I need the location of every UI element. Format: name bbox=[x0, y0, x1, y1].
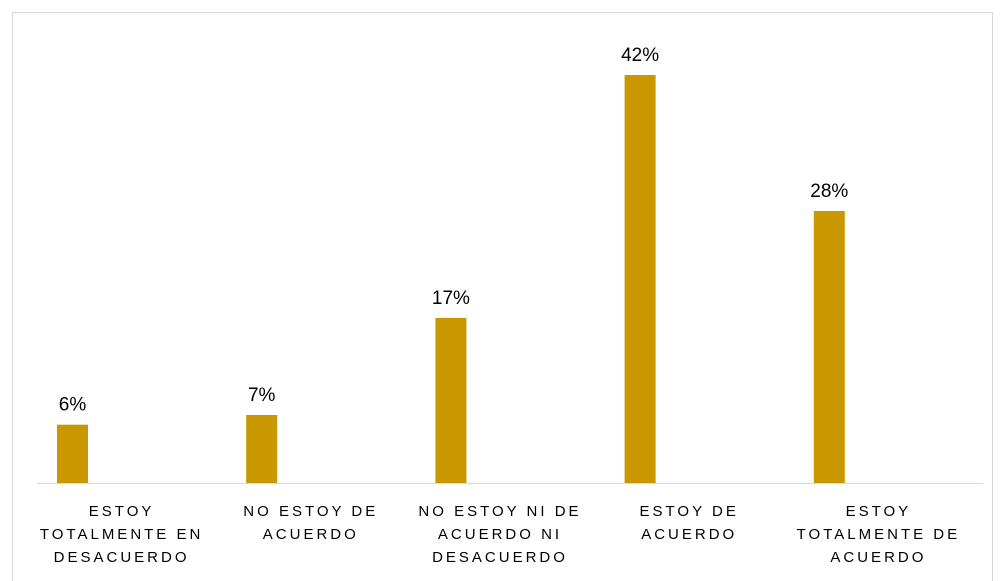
category-label: ACUERDO bbox=[263, 526, 359, 543]
category-label: ACUERDO bbox=[641, 526, 737, 543]
data-label: 6% bbox=[59, 395, 87, 416]
category-label: TOTALMENTE EN bbox=[40, 526, 203, 543]
category-label: ESTOY bbox=[89, 503, 155, 520]
data-label: 28% bbox=[810, 181, 848, 202]
bar bbox=[246, 415, 278, 483]
category-label: ACUERDO bbox=[830, 549, 926, 566]
bar bbox=[813, 211, 845, 483]
category-label: ESTOY bbox=[846, 503, 912, 520]
category-label: ESTOY DE bbox=[640, 503, 739, 520]
category-label: TOTALMENTE DE bbox=[797, 526, 960, 543]
chart-frame bbox=[12, 12, 993, 581]
bar bbox=[624, 75, 656, 483]
category-label: NO ESTOY DE bbox=[243, 503, 378, 520]
bar bbox=[435, 317, 467, 483]
data-label: 17% bbox=[432, 288, 470, 309]
data-label: 7% bbox=[248, 385, 276, 406]
category-label: DESACUERDO bbox=[54, 549, 190, 566]
bar bbox=[57, 424, 88, 483]
category-label: ACUERDO NI bbox=[438, 526, 562, 543]
category-label: DESACUERDO bbox=[432, 549, 568, 566]
category-label: NO ESTOY NI DE bbox=[418, 503, 581, 520]
data-label: 42% bbox=[621, 45, 659, 66]
